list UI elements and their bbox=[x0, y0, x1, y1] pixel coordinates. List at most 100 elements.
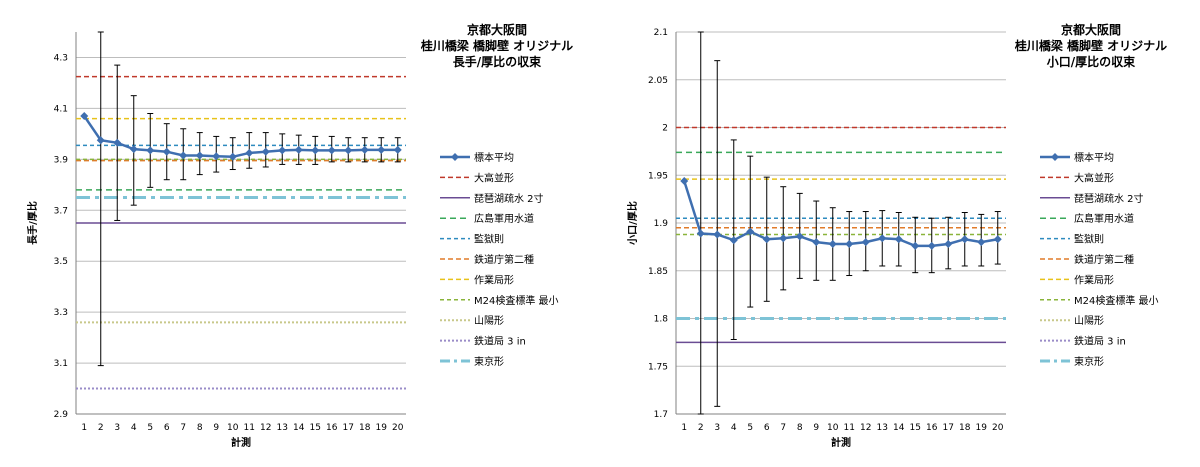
left-mean-point bbox=[179, 151, 188, 160]
left-x-tick-label: 9 bbox=[213, 423, 219, 433]
right-y-tick-label: 1.8 bbox=[654, 315, 669, 325]
left-legend-label: 山陽形 bbox=[474, 315, 504, 327]
right-legend-label: 琵琶湖疏水 2寸 bbox=[1074, 192, 1144, 205]
left-y-tick-label: 3.9 bbox=[54, 155, 69, 165]
right-legend-label: 大高並形 bbox=[1074, 171, 1114, 184]
right-x-tick-label: 14 bbox=[893, 423, 905, 433]
right-legend-marker bbox=[1051, 153, 1059, 161]
left-legend-marker bbox=[451, 153, 459, 161]
left-x-tick-label: 17 bbox=[343, 423, 354, 433]
left-mean-point bbox=[278, 146, 287, 155]
left-mean-point bbox=[195, 151, 204, 160]
left-x-tick-label: 16 bbox=[326, 423, 338, 433]
left-mean-point bbox=[360, 145, 369, 154]
right-x-tick-label: 3 bbox=[714, 423, 720, 433]
left-legend-label: 琵琶湖疏水 2寸 bbox=[474, 192, 544, 205]
right-mean-point bbox=[696, 229, 705, 238]
left-x-tick-label: 20 bbox=[392, 423, 404, 433]
right-x-tick-label: 1 bbox=[681, 423, 687, 433]
right-x-tick-label: 9 bbox=[813, 423, 819, 433]
chart-right-title-line-3: 小口/厚比の収束 bbox=[1046, 55, 1136, 69]
left-mean-point bbox=[377, 145, 386, 154]
right-x-tick-label: 17 bbox=[943, 423, 954, 433]
left-legend-label: 鉄道庁第二種 bbox=[474, 253, 534, 266]
right-mean-line bbox=[683, 180, 998, 248]
left-mean-point bbox=[228, 152, 237, 161]
right-mean-point bbox=[878, 234, 887, 243]
left-y-tick-label: 2.9 bbox=[54, 410, 69, 420]
right-legend-label: M24検査標準 最小 bbox=[1074, 294, 1159, 307]
right-legend-label: 監獄則 bbox=[1074, 233, 1104, 246]
left-legend-label: 作業局形 bbox=[474, 273, 514, 286]
right-mean-point bbox=[845, 240, 854, 249]
left-x-tick-label: 19 bbox=[376, 423, 388, 433]
left-mean-point bbox=[162, 147, 171, 156]
left-mean-point bbox=[80, 112, 89, 121]
left-x-tick-label: 6 bbox=[164, 423, 170, 433]
right-x-tick-label: 4 bbox=[731, 423, 737, 433]
right-mean-point bbox=[993, 235, 1002, 244]
right-mean-point bbox=[828, 240, 837, 249]
left-y-tick-label: 3.3 bbox=[54, 308, 68, 318]
right-mean-point bbox=[779, 234, 788, 243]
right-legend-label: 作業局形 bbox=[1074, 273, 1114, 286]
right-mean-point bbox=[944, 240, 953, 249]
left-mean-point bbox=[294, 145, 303, 154]
left-legend-label: 広島軍用水道 bbox=[474, 212, 534, 225]
chart-panel-left: 2.9 3.1 3.3 3.5 3.7 3.9 4.1 4.3 1 2 3 4 5 6 7 8 9 10 11 12 1… bbox=[26, 22, 592, 449]
left-legend-label: 鉄道局 3 in bbox=[474, 335, 526, 348]
left-x-tick-label: 5 bbox=[147, 423, 153, 433]
right-mean-point bbox=[680, 176, 689, 185]
right-mean-point bbox=[795, 232, 804, 241]
left-mean-point bbox=[311, 146, 320, 155]
right-x-tick-label: 6 bbox=[764, 423, 770, 433]
left-y-tick-label: 4.3 bbox=[54, 53, 68, 63]
right-mean-point bbox=[762, 235, 771, 244]
left-legend-label: 監獄則 bbox=[474, 233, 504, 246]
right-y-tick-label: 2 bbox=[662, 124, 668, 134]
right-x-tick-label: 19 bbox=[976, 423, 988, 433]
left-x-axis-label: 計測 bbox=[231, 436, 251, 449]
right-mean-point bbox=[713, 230, 722, 239]
chart-left-title: 京都大阪間 桂川橋梁 橋脚壁 オリジナル 長手/厚比の収束 bbox=[402, 22, 592, 70]
left-legend-label: 標本平均 bbox=[474, 151, 514, 164]
left-mean-point bbox=[393, 145, 402, 154]
right-y-tick-label: 2.05 bbox=[648, 76, 668, 86]
left-x-tick-label: 7 bbox=[180, 423, 186, 433]
right-y-tick-label: 1.7 bbox=[654, 410, 668, 420]
left-legend-label: 東京形 bbox=[474, 355, 504, 368]
right-mean-point bbox=[927, 241, 936, 250]
left-x-tick-label: 13 bbox=[277, 423, 288, 433]
left-y-axis-label: 長手/厚比 bbox=[26, 201, 39, 245]
right-legend-label: 鉄道局 3 in bbox=[1074, 335, 1126, 348]
left-mean-point bbox=[146, 146, 155, 155]
left-y-tick-label: 4.1 bbox=[54, 104, 68, 114]
left-legend-label: 大高並形 bbox=[474, 171, 514, 184]
right-mean-point bbox=[861, 238, 870, 247]
left-mean-point bbox=[261, 147, 270, 156]
chart-left-title-line-1: 京都大阪間 bbox=[466, 23, 527, 37]
right-y-tick-label: 1.85 bbox=[648, 267, 668, 277]
left-mean-point bbox=[212, 152, 221, 161]
chart-panel-right: 1.7 1.75 1.8 1.85 1.9 1.95 2 2.05 2.1 1 2 3 4 5 6 7 8 9 10… bbox=[600, 0, 1200, 467]
left-mean-point bbox=[327, 146, 336, 155]
right-legend-label: 鉄道庁第二種 bbox=[1074, 253, 1134, 266]
left-y-tick-label: 3.5 bbox=[54, 257, 68, 267]
right-x-tick-label: 5 bbox=[747, 423, 753, 433]
right-mean-point bbox=[746, 227, 755, 236]
right-y-tick-label: 2.1 bbox=[654, 28, 668, 38]
right-x-tick-label: 16 bbox=[926, 423, 938, 433]
right-x-tick-label: 13 bbox=[877, 423, 888, 433]
left-x-tick-label: 4 bbox=[131, 423, 137, 433]
chart-left-title-line-2: 桂川橋梁 橋脚壁 オリジナル bbox=[420, 39, 574, 53]
right-y-axis-label: 小口/厚比 bbox=[626, 201, 639, 246]
right-x-tick-label: 8 bbox=[797, 423, 803, 433]
left-mean-point bbox=[344, 146, 353, 155]
left-mean-point bbox=[96, 136, 105, 145]
chart-right-title-line-2: 桂川橋梁 橋脚壁 オリジナル bbox=[1014, 39, 1168, 53]
right-x-tick-label: 2 bbox=[698, 423, 704, 433]
left-x-tick-label: 18 bbox=[359, 423, 371, 433]
right-x-tick-label: 18 bbox=[959, 423, 971, 433]
right-y-tick-label: 1.9 bbox=[654, 219, 669, 229]
